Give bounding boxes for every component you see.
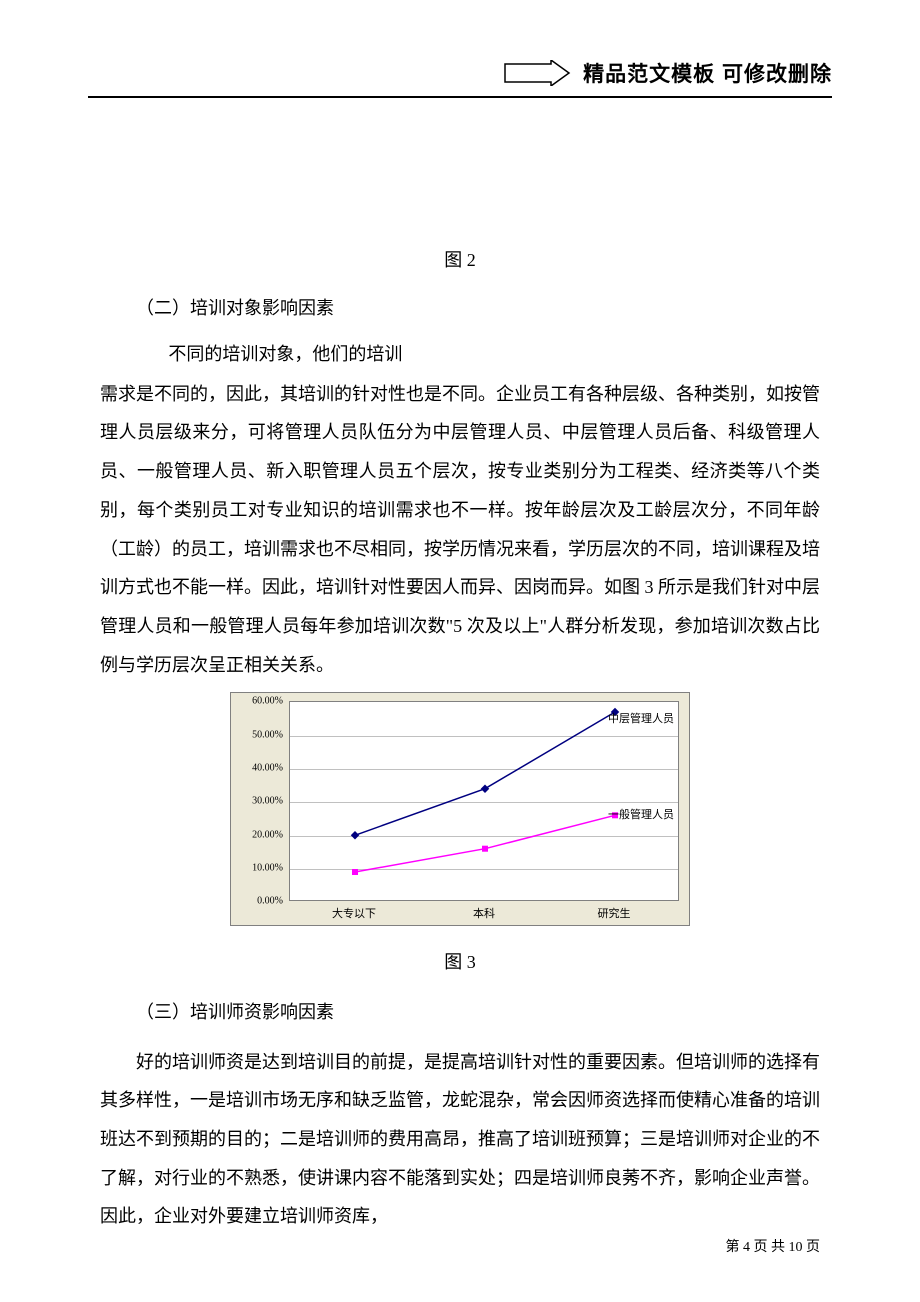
ytick-2: 20.00% [231,829,283,840]
section-2-body: 需求是不同的，因此，其培训的针对性也是不同。企业员工有各种层级、各种类别，如按管… [100,375,820,685]
series-2-label: 一般管理人员 [608,806,674,822]
section-2-heading: （二）培训对象影响因素 [100,292,820,324]
figure-3-caption: 图 3 [100,948,820,974]
page-footer: 第 4 页 共 10 页 [726,1236,821,1256]
xtick-0: 大专以下 [332,905,376,921]
figure-2-caption: 图 2 [100,246,820,272]
ytick-4: 40.00% [231,763,283,774]
section-3-heading: （三）培训师资影响因素 [100,996,820,1028]
ytick-0: 0.00% [231,896,283,907]
section-2-intro: 不同的培训对象，他们的培训 [100,338,820,370]
ytick-3: 30.00% [231,796,283,807]
chart-frame: 0.00% 10.00% 20.00% 30.00% 40.00% 50.00%… [230,692,690,926]
plot-area: 中层管理人员 一般管理人员 [289,701,679,901]
chart-3-container: 0.00% 10.00% 20.00% 30.00% 40.00% 50.00%… [230,692,690,926]
header-title: 精品范文模板 可修改删除 [583,58,832,88]
section-3-body: 好的培训师资是达到培训目的前提，是提高培训针对性的重要因素。但培训师的选择有其多… [100,1043,820,1236]
ytick-6: 60.00% [231,696,283,707]
xtick-1: 本科 [473,905,495,921]
arrow-icon [503,60,571,86]
page-header: 精品范文模板 可修改删除 [503,58,832,88]
ytick-5: 50.00% [231,729,283,740]
header-rule [88,96,832,98]
chart-svg [290,702,680,902]
xtick-2: 研究生 [598,905,631,921]
page-content: 图 2 （二）培训对象影响因素 不同的培训对象，他们的培训 需求是不同的，因此，… [100,246,820,1238]
series-1-label: 中层管理人员 [608,710,674,726]
ytick-1: 10.00% [231,863,283,874]
